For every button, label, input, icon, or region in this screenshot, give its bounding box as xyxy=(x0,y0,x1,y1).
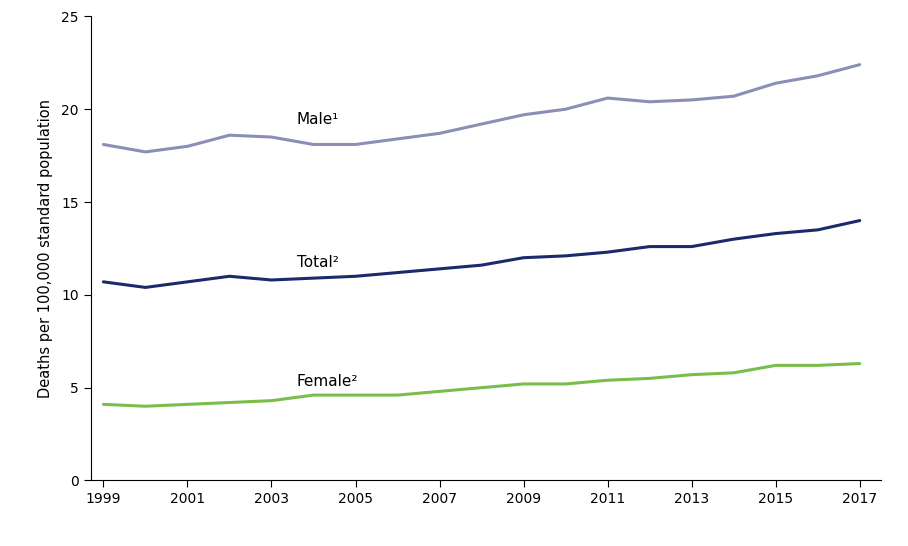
Y-axis label: Deaths per 100,000 standard population: Deaths per 100,000 standard population xyxy=(38,99,53,398)
Text: Male¹: Male¹ xyxy=(297,112,339,127)
Text: Female²: Female² xyxy=(297,373,358,389)
Text: Total²: Total² xyxy=(297,255,339,270)
